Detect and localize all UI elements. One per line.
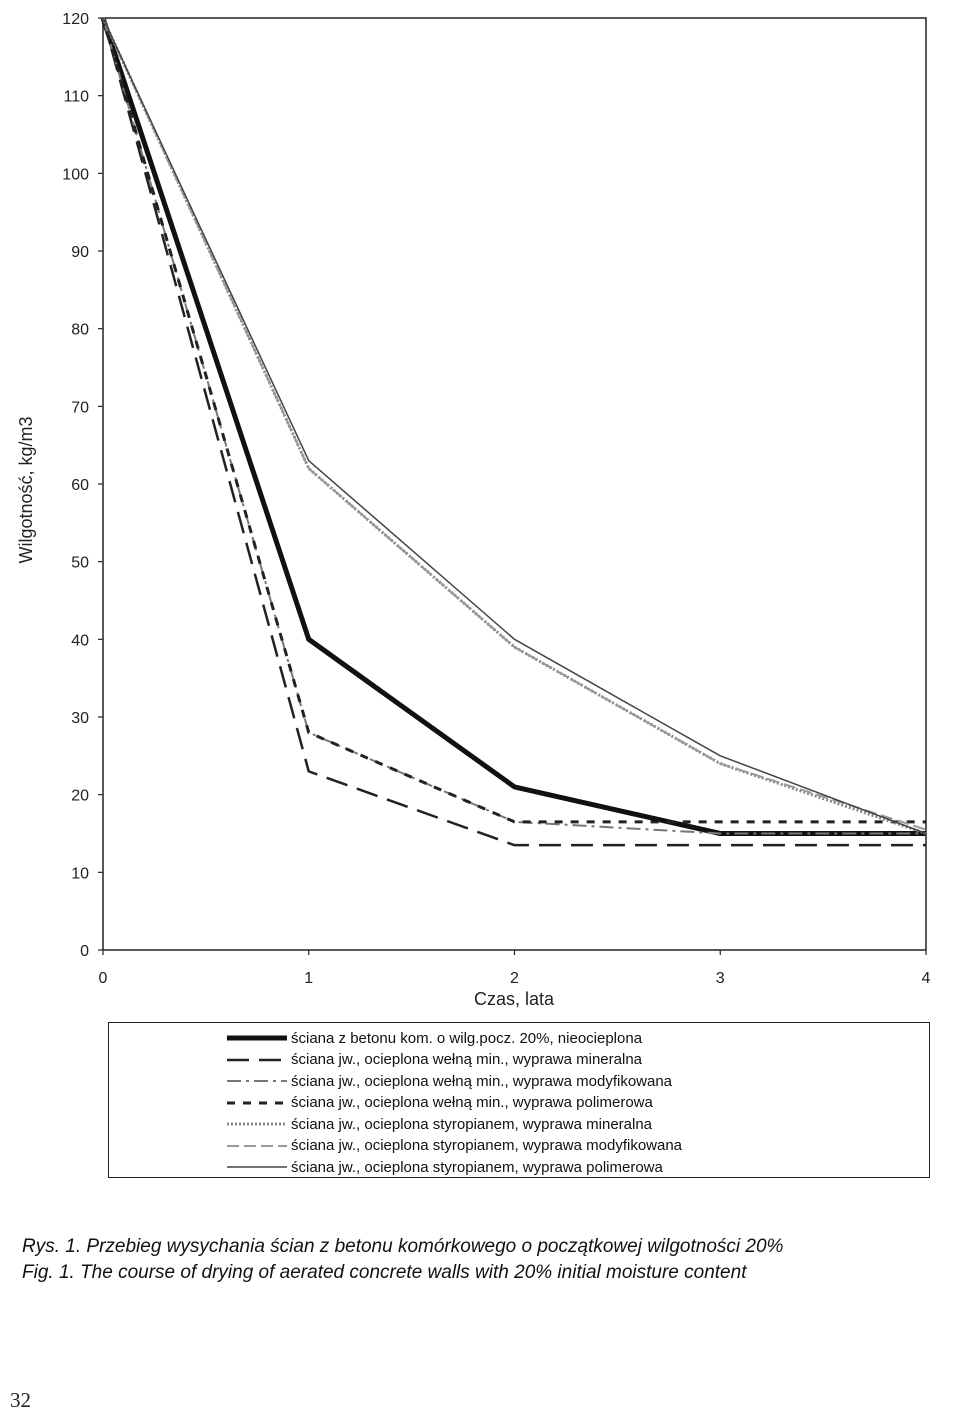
chart-legend: ściana z betonu kom. o wilg.pocz. 20%, n… bbox=[108, 1022, 930, 1178]
legend-label: ściana jw., ocieplona wełną min., wypraw… bbox=[291, 1072, 673, 1090]
legend-line-swatch bbox=[227, 1101, 287, 1104]
y-tick-label: 90 bbox=[71, 244, 89, 261]
series-line-3 bbox=[102, 17, 926, 835]
legend-item: ściana jw., ocieplona styropianem, wypra… bbox=[227, 1135, 682, 1157]
y-tick-label: 30 bbox=[71, 710, 89, 727]
series-line-2 bbox=[101, 17, 926, 847]
legend-label: ściana jw., ocieplona styropianem, wypra… bbox=[291, 1137, 683, 1154]
legend-label: ściana jw., ocieplona styropianem, wypra… bbox=[291, 1115, 653, 1133]
y-tick-label: 80 bbox=[71, 322, 89, 339]
legend-label: ściana jw., ocieplona wełną min., wypraw… bbox=[291, 1094, 653, 1111]
legend-item: ściana z betonu kom. o wilg.pocz. 20%, n… bbox=[227, 1027, 642, 1049]
y-tick-label: 100 bbox=[62, 166, 89, 183]
series-line-5 bbox=[101, 17, 927, 835]
legend-label: ściana jw., ocieplona styropianem, wypra… bbox=[291, 1158, 663, 1176]
x-tick-label: 2 bbox=[510, 970, 519, 987]
figure-caption-english: Fig. 1. The course of drying of aerated … bbox=[22, 1262, 747, 1283]
series-line-4 bbox=[101, 17, 926, 824]
y-tick-label: 40 bbox=[71, 632, 89, 649]
series-line-1 bbox=[100, 17, 926, 836]
legend-item: ściana jw., ocieplona styropianem, wypra… bbox=[227, 1113, 652, 1135]
figure-caption-polish: Rys. 1. Przebieg wysychania ścian z beto… bbox=[22, 1236, 784, 1257]
x-tick-label: 0 bbox=[99, 970, 108, 987]
y-tick-label: 70 bbox=[71, 399, 89, 416]
legend-item: ściana jw., ocieplona wełną min., wypraw… bbox=[227, 1049, 642, 1071]
page-number: 32 bbox=[10, 1388, 31, 1412]
legend-item: ściana jw., ocieplona wełną min., wypraw… bbox=[227, 1070, 672, 1092]
legend-label: ściana jw., ocieplona wełną min., wypraw… bbox=[291, 1051, 643, 1068]
x-tick-label: 4 bbox=[922, 970, 931, 987]
y-tick-label: 110 bbox=[63, 89, 89, 106]
series-line-7 bbox=[102, 17, 927, 835]
legend-line-swatch bbox=[227, 1166, 287, 1168]
y-tick-label: 120 bbox=[62, 11, 89, 28]
legend-item: ściana jw., ocieplona styropianem, wypra… bbox=[227, 1156, 663, 1178]
legend-line-swatch bbox=[227, 1144, 287, 1147]
y-tick-label: 20 bbox=[71, 788, 89, 805]
y-axis-label: Wilgotność, kg/m3 bbox=[16, 416, 36, 563]
legend-line-swatch bbox=[227, 1080, 287, 1082]
legend-line-swatch bbox=[227, 1058, 287, 1061]
drying-chart: 0 10 20 30 40 50 60 70 80 90 100 110 120 0 1 2 3 4 Wilgo… bbox=[16, 11, 931, 1009]
series-lines bbox=[100, 17, 927, 847]
x-axis-label: Czas, lata bbox=[474, 989, 555, 1009]
legend-line-swatch bbox=[227, 1035, 287, 1041]
y-tick-label: 10 bbox=[71, 865, 89, 882]
series-line-6 bbox=[102, 17, 927, 831]
plot-area bbox=[102, 17, 927, 951]
y-tick-label: 60 bbox=[71, 477, 89, 494]
legend-line-swatch bbox=[227, 1122, 287, 1126]
x-axis-ticks: 0 1 2 3 4 bbox=[99, 950, 931, 987]
plot-frame bbox=[102, 17, 927, 951]
x-tick-label: 1 bbox=[304, 970, 313, 987]
x-tick-label: 3 bbox=[716, 970, 725, 987]
y-tick-label: 50 bbox=[71, 555, 89, 572]
y-axis-ticks: 0 10 20 30 40 50 60 70 80 90 100 110 120 bbox=[62, 11, 103, 960]
legend-item: ściana jw., ocieplona wełną min., wypraw… bbox=[227, 1092, 653, 1114]
legend-label: ściana z betonu kom. o wilg.pocz. 20%, n… bbox=[291, 1029, 643, 1047]
y-tick-label: 0 bbox=[80, 943, 89, 960]
